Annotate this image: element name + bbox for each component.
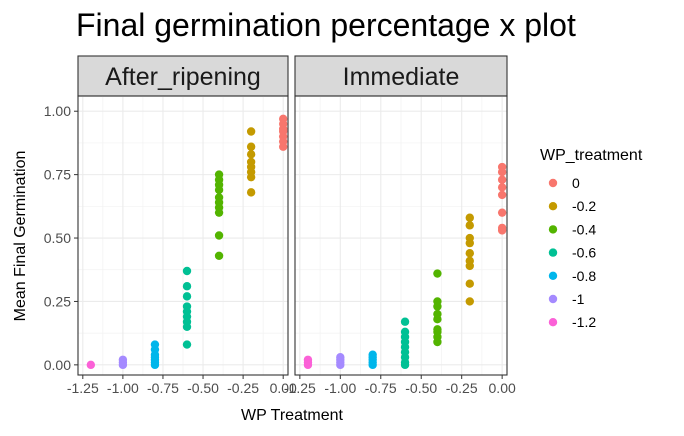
data-point <box>465 261 474 271</box>
data-point <box>465 279 474 288</box>
legend-label: -0.8 <box>572 268 596 284</box>
data-point <box>433 337 442 347</box>
x-tick-label: -0.50 <box>187 380 219 396</box>
chart-title: Final germination percentage x plot <box>76 7 576 43</box>
data-point <box>246 150 256 159</box>
x-tick-label: -0.75 <box>365 380 397 396</box>
x-tick-label: -0.25 <box>227 380 259 396</box>
data-point <box>465 238 474 248</box>
panel-1: Immediate -1.25 -1.00 -0.75 -0.50 -0.25 0.00 <box>284 55 516 396</box>
facet-strip <box>77 55 289 97</box>
x-tick-label: -1.25 <box>284 380 316 396</box>
legend: WP_treatment 0 -0.2 -0.4 -0.6 -0.8 -1 -1.2 <box>540 147 643 330</box>
legend-item: 0 <box>548 175 580 191</box>
data-point <box>246 127 256 136</box>
legend-label: -0.6 <box>572 245 596 261</box>
data-point <box>497 167 507 177</box>
data-point <box>497 183 507 192</box>
x-tick-label: -1.00 <box>324 380 356 396</box>
legend-label: -0.2 <box>572 198 596 214</box>
legend-key <box>548 271 558 280</box>
panel-border <box>294 95 508 376</box>
y-tick-label: 1.00 <box>44 103 71 119</box>
x-tick-label: 0.00 <box>489 380 516 396</box>
legend-key <box>548 294 558 304</box>
data-point <box>336 360 345 370</box>
facet-panels: After_ripening -1.25 -1.00 -0.75 -0.50 -0.25 0… <box>44 55 516 396</box>
legend-key <box>548 178 558 188</box>
data-point <box>182 322 192 332</box>
data-point <box>465 213 474 222</box>
legend-label: -0.4 <box>572 221 596 237</box>
legend-key <box>548 225 558 234</box>
y-axis-title: Mean Final Germination <box>12 151 29 322</box>
data-point <box>433 269 442 278</box>
data-point <box>278 142 288 151</box>
legend-item: -0.2 <box>548 198 596 214</box>
data-point <box>214 231 224 240</box>
data-point <box>214 208 224 217</box>
legend-item: -0.8 <box>548 268 596 284</box>
x-tick-label: 0.00 <box>270 380 297 396</box>
data-point <box>465 297 474 306</box>
data-point <box>182 282 192 291</box>
y-tick-label: 0.50 <box>44 230 71 246</box>
data-point <box>400 317 410 326</box>
data-point <box>497 175 507 184</box>
x-axis-title: WP Treatment <box>241 407 344 424</box>
data-point <box>246 188 256 197</box>
data-point <box>465 221 474 230</box>
data-point <box>86 360 96 370</box>
legend-key <box>548 248 558 257</box>
data-point <box>246 172 256 182</box>
data-point <box>497 190 507 200</box>
legend-label: -1.2 <box>572 314 596 330</box>
data-point <box>182 292 192 301</box>
data-point <box>497 226 507 235</box>
data-point <box>400 360 410 370</box>
x-tick-label: -0.25 <box>446 380 478 396</box>
data-point <box>368 360 377 370</box>
data-point <box>182 340 192 349</box>
legend-key <box>548 318 558 327</box>
panel-border <box>77 95 289 376</box>
y-tick-label: 0.25 <box>44 293 71 309</box>
legend-title: WP_treatment <box>540 147 643 164</box>
x-tick-label: -0.75 <box>147 380 179 396</box>
facet-strip-label: After_ripening <box>105 63 261 91</box>
legend-item: -1 <box>548 291 585 307</box>
data-point <box>182 266 192 276</box>
legend-item: -1.2 <box>548 314 596 330</box>
panel-0: After_ripening -1.25 -1.00 -0.75 -0.50 -0.25 0… <box>44 55 297 396</box>
data-point <box>118 360 128 370</box>
data-point <box>497 208 507 217</box>
legend-items: 0 -0.2 -0.4 -0.6 -0.8 -1 -1.2 <box>548 175 596 330</box>
data-point <box>465 249 474 258</box>
data-point <box>246 142 256 151</box>
data-point <box>214 185 224 195</box>
legend-item: -0.6 <box>548 245 596 261</box>
legend-item: -0.4 <box>548 221 596 237</box>
legend-label: 0 <box>572 175 580 191</box>
legend-key <box>548 202 558 211</box>
data-point <box>303 360 313 370</box>
legend-label: -1 <box>572 291 585 307</box>
facet-strip-label: Immediate <box>343 63 460 91</box>
data-point <box>150 360 160 370</box>
data-point <box>433 302 442 311</box>
x-tick-label: -1.00 <box>107 380 139 396</box>
data-point <box>433 315 442 324</box>
x-tick-label: -1.25 <box>67 380 99 396</box>
data-point <box>214 251 224 260</box>
y-tick-label: 0.75 <box>44 167 71 183</box>
x-tick-label: -0.50 <box>405 380 437 396</box>
y-tick-label: 0.00 <box>44 357 71 373</box>
